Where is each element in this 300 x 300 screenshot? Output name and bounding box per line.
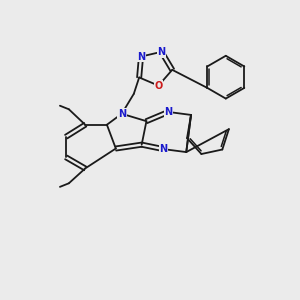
Text: O: O (154, 81, 163, 91)
Text: N: N (137, 52, 145, 61)
Text: N: N (159, 144, 167, 154)
Text: N: N (118, 109, 126, 119)
Text: N: N (164, 107, 172, 117)
Text: N: N (158, 47, 166, 57)
